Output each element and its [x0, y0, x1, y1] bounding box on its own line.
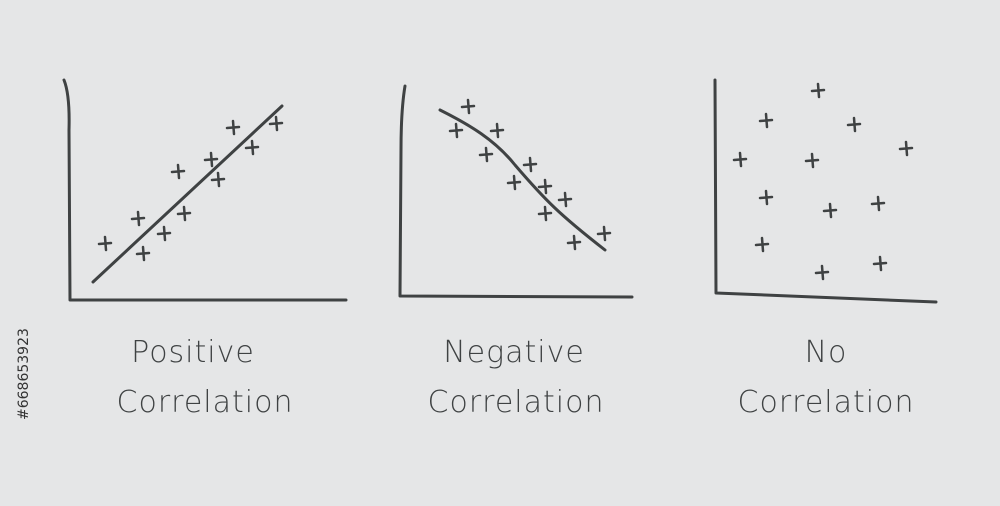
cross: [460, 98, 476, 115]
cross: [170, 163, 186, 180]
cross: [758, 112, 774, 129]
panel-title: No: [805, 335, 848, 370]
cross: [489, 122, 505, 139]
panel-title: Positive: [131, 335, 255, 370]
cross: [478, 146, 494, 163]
panel-title: Correlation: [738, 385, 915, 420]
axes: [713, 78, 938, 304]
cross: [846, 116, 862, 133]
cross: [898, 140, 914, 157]
axes: [62, 78, 348, 302]
stock-id: #668653923: [16, 328, 32, 420]
cross: [758, 189, 774, 206]
cross: [810, 82, 826, 99]
cross: [754, 236, 770, 253]
cross: [210, 171, 226, 188]
cross: [822, 202, 838, 219]
cross: [176, 205, 192, 222]
cross: [203, 151, 219, 168]
cross: [566, 234, 582, 251]
cross: [537, 205, 553, 222]
trend-line: [91, 104, 284, 284]
cross: [130, 210, 146, 227]
cross: [537, 178, 553, 195]
cross: [135, 245, 151, 262]
cross: [225, 119, 241, 136]
panel-title: Correlation: [117, 385, 294, 420]
cross: [97, 235, 113, 252]
crosses: [97, 82, 914, 281]
axes: [398, 84, 634, 299]
panel-title: Correlation: [428, 385, 605, 420]
cross: [156, 225, 172, 242]
cross: [244, 139, 260, 156]
cross: [268, 115, 284, 132]
cross: [506, 174, 522, 191]
cross: [814, 264, 830, 281]
cross: [870, 195, 886, 212]
cross: [732, 151, 748, 168]
cross: [872, 255, 888, 272]
cross: [448, 122, 464, 139]
cross: [804, 152, 820, 169]
cross: [557, 191, 573, 208]
cross: [596, 225, 612, 242]
trend-line: [438, 108, 607, 252]
cross: [522, 156, 538, 173]
panel-title: Negative: [443, 335, 585, 370]
